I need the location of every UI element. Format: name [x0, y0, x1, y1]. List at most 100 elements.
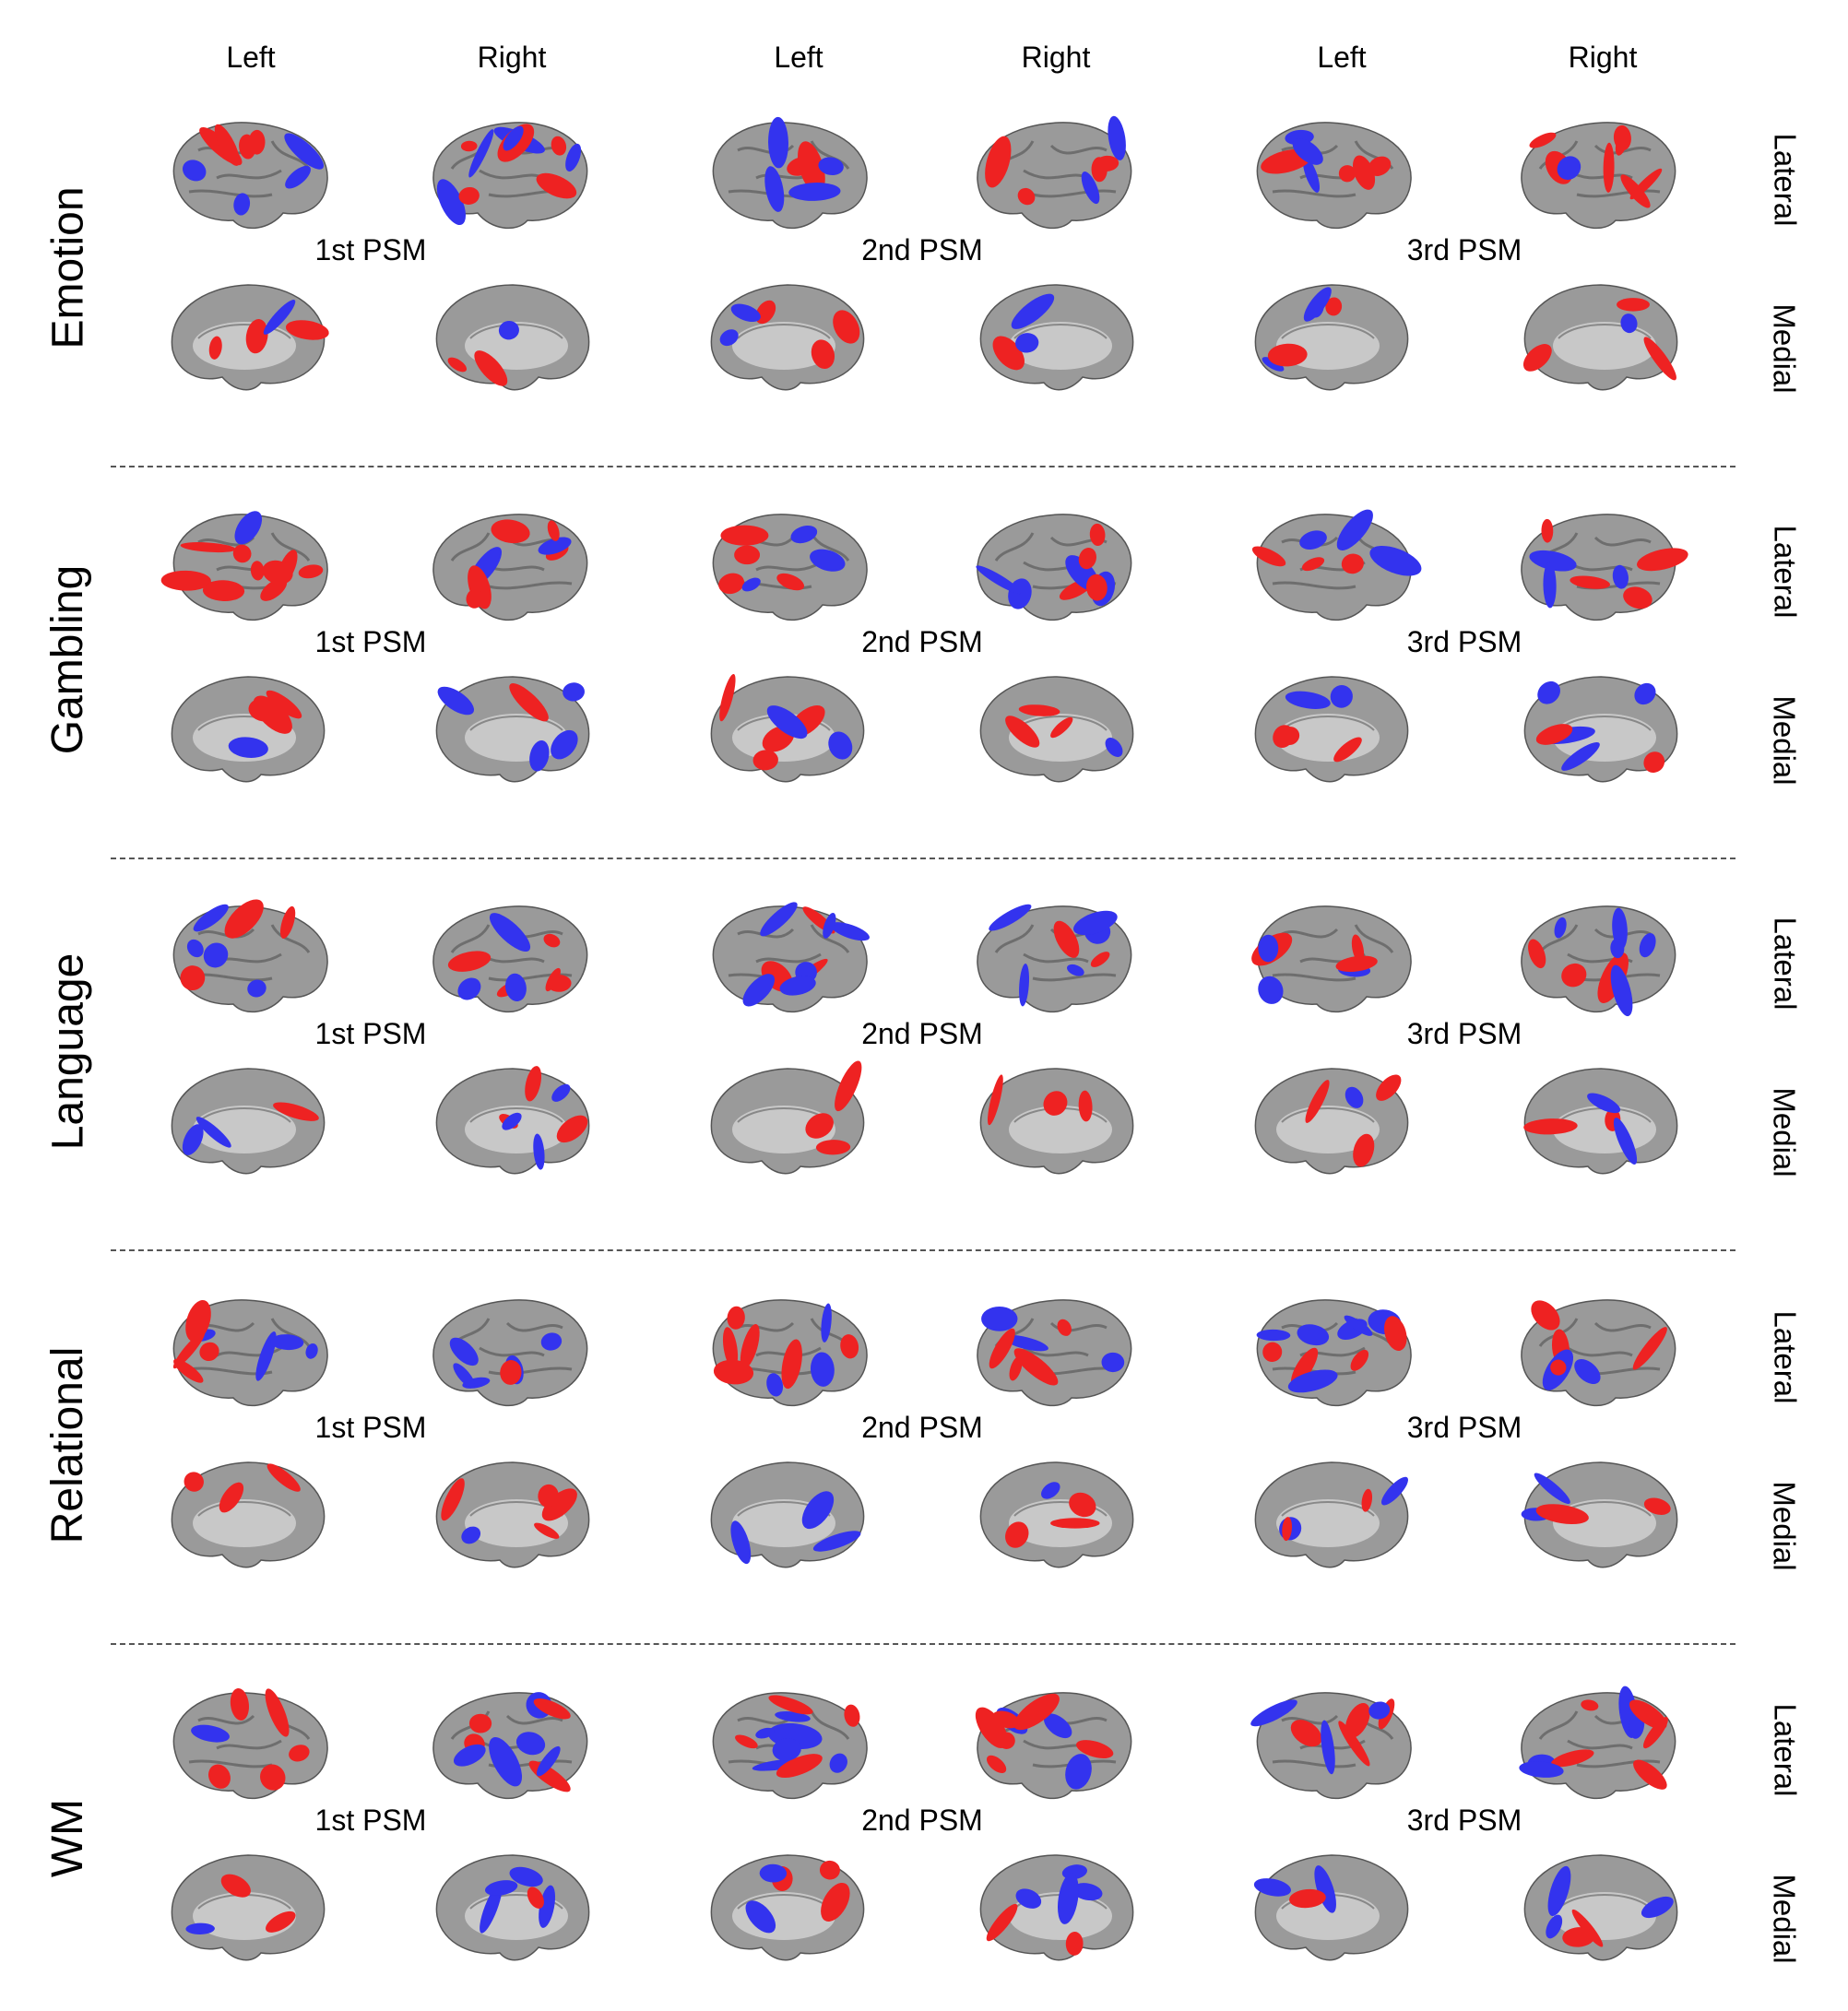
medial-view-label-text: Medial — [1768, 1481, 1802, 1571]
brain-surface-lateral-right — [1512, 505, 1688, 630]
brain-surface-lateral-right — [968, 897, 1143, 1022]
psm-label: 1st PSM — [314, 625, 427, 658]
task-name-text: Relational — [43, 1346, 93, 1544]
brain-surface-lateral-right — [1512, 113, 1688, 238]
lateral-view-label: Lateral — [1734, 498, 1835, 645]
psm-label: 1st PSM — [314, 1804, 427, 1837]
brain-surface-medial-left — [1245, 274, 1420, 398]
section-divider — [111, 1249, 1735, 1251]
brain-surface-medial-left — [701, 1058, 876, 1182]
brain-surface-medial-right — [1512, 666, 1688, 790]
brain-surface-lateral-left — [701, 897, 876, 1022]
brain-surface-medial-right — [968, 274, 1143, 398]
brain-surface-lateral-left — [1245, 113, 1420, 238]
task-name-text: Gambling — [43, 564, 93, 754]
brain-surface-medial-right — [968, 1844, 1143, 1969]
medial-view-label-text: Medial — [1768, 1087, 1802, 1177]
section-divider — [111, 466, 1735, 467]
psm-label: 2nd PSM — [861, 625, 983, 658]
medial-view-label: Medial — [1734, 275, 1835, 422]
psm-label: 2nd PSM — [861, 1804, 983, 1837]
brain-surface-lateral-right — [1512, 897, 1688, 1022]
brain-surface-lateral-right — [968, 1291, 1143, 1415]
brain-surface-medial-left — [1245, 1844, 1420, 1969]
brain-surface-lateral-left — [161, 1291, 337, 1415]
psm-label: 2nd PSM — [861, 1411, 983, 1444]
brain-surface-medial-right — [424, 274, 599, 398]
brain-surface-lateral-right — [1512, 1684, 1688, 1808]
brain-surface-lateral-right — [424, 1291, 599, 1415]
task-name: Language — [23, 890, 113, 1213]
brain-surface-lateral-right — [424, 1684, 599, 1808]
brain-surface-medial-left — [701, 274, 876, 398]
column-header-right-psm3: Right — [1568, 41, 1638, 74]
task-section: Language Lateral Medial 1st PSM 2nd PSM 3rd P… — [0, 890, 1848, 1213]
brain-surface-medial-right — [968, 1058, 1143, 1182]
brain-surface-medial-right — [1512, 1058, 1688, 1182]
lateral-view-label-text: Lateral — [1768, 133, 1802, 227]
brain-surface-lateral-left — [1245, 1291, 1420, 1415]
brain-surface-lateral-left — [701, 1684, 876, 1808]
task-name: WM — [23, 1676, 113, 1999]
brain-surface-medial-left — [1245, 666, 1420, 790]
psm-label: 1st PSM — [314, 1411, 427, 1444]
task-name-text: Emotion — [43, 185, 93, 349]
lateral-view-label-text: Lateral — [1768, 917, 1802, 1011]
section-divider — [111, 858, 1735, 859]
lateral-view-label-text: Lateral — [1768, 1310, 1802, 1404]
section-divider — [111, 1643, 1735, 1645]
medial-view-label: Medial — [1734, 1059, 1835, 1206]
brain-surface-medial-right — [1512, 1844, 1688, 1969]
task-name: Relational — [23, 1283, 113, 1606]
brain-surface-medial-left — [701, 1451, 876, 1576]
task-name-text: WM — [43, 1798, 93, 1877]
brain-surface-medial-right — [424, 666, 599, 790]
brain-surface-medial-right — [424, 1844, 599, 1969]
brain-surface-medial-left — [1245, 1451, 1420, 1576]
brain-surface-lateral-right — [1512, 1291, 1688, 1415]
brain-surface-lateral-right — [424, 113, 599, 238]
psm-label: 2nd PSM — [861, 1017, 983, 1050]
brain-surface-medial-right — [424, 1451, 599, 1576]
task-name-text: Language — [43, 952, 93, 1150]
brain-surface-medial-right — [1512, 1451, 1688, 1576]
brain-surface-medial-right — [1512, 274, 1688, 398]
brain-surface-medial-left — [161, 1058, 337, 1182]
brain-surface-lateral-left — [161, 113, 337, 238]
brain-surface-lateral-left — [1245, 505, 1422, 630]
brain-surface-lateral-left — [161, 1684, 337, 1808]
lateral-view-label: Lateral — [1734, 890, 1835, 1037]
lateral-view-label: Lateral — [1734, 1283, 1835, 1431]
brain-surface-lateral-left — [160, 505, 337, 630]
psm-label: 3rd PSM — [1406, 1411, 1522, 1444]
brain-surface-medial-left — [161, 1451, 337, 1576]
brain-surface-lateral-right — [424, 505, 599, 630]
brain-surface-medial-left — [701, 1844, 876, 1969]
lateral-view-label-text: Lateral — [1768, 1703, 1802, 1797]
brain-surface-lateral-left — [701, 505, 876, 630]
brain-surface-medial-left — [161, 666, 337, 790]
column-header-right-psm2: Right — [1021, 41, 1091, 74]
task-name: Emotion — [23, 106, 113, 429]
task-section: Emotion Lateral Medial 1st PSM 2nd PSM 3rd PS… — [0, 106, 1848, 429]
brain-surface-medial-left — [1245, 1058, 1420, 1182]
medial-view-label-text: Medial — [1768, 1874, 1802, 1964]
lateral-view-label: Lateral — [1734, 106, 1835, 254]
medial-view-label-text: Medial — [1768, 303, 1802, 394]
brain-surface-lateral-left — [1245, 897, 1420, 1022]
medial-view-label: Medial — [1734, 667, 1835, 814]
brain-surface-medial-right — [968, 1451, 1143, 1576]
brain-surface-medial-left — [161, 1844, 337, 1969]
brain-surface-medial-left — [161, 274, 337, 398]
task-name: Gambling — [23, 498, 113, 821]
psm-label: 3rd PSM — [1406, 1017, 1522, 1050]
psm-label: 3rd PSM — [1406, 1804, 1522, 1837]
brain-surface-medial-left — [701, 666, 876, 790]
brain-surface-lateral-right — [968, 1684, 1143, 1808]
brain-surface-lateral-left — [701, 1291, 876, 1415]
psm-label: 3rd PSM — [1406, 625, 1522, 658]
task-section: Gambling Lateral Medial 1st PSM 2nd PSM 3rd P… — [0, 498, 1848, 821]
medial-view-label-text: Medial — [1768, 695, 1802, 786]
psm-label: 1st PSM — [314, 1017, 427, 1050]
medial-view-label: Medial — [1734, 1845, 1835, 1993]
